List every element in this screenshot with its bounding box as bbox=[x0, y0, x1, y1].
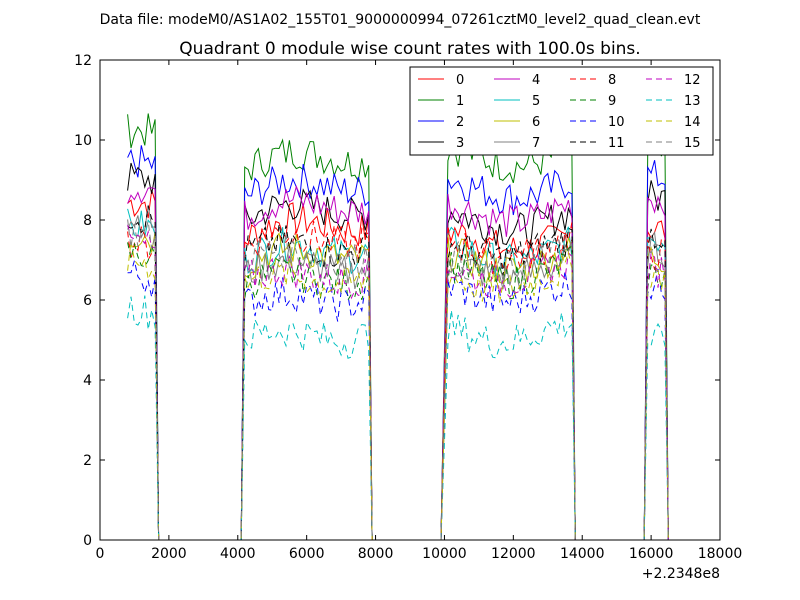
y-tick-label: 12 bbox=[74, 53, 92, 69]
legend-label: 14 bbox=[684, 115, 701, 130]
x-tick-label: 18000 bbox=[698, 546, 743, 562]
x-tick-label: 4000 bbox=[220, 546, 256, 562]
series-line-2 bbox=[127, 145, 669, 540]
figure-suptitle: Data file: modeM0/AS1A02_155T01_90000009… bbox=[100, 12, 701, 28]
legend-label: 12 bbox=[684, 73, 701, 88]
series-line-10 bbox=[127, 260, 669, 540]
x-tick-label: 0 bbox=[96, 546, 105, 562]
legend-label: 0 bbox=[456, 73, 464, 88]
series-line-9 bbox=[127, 242, 669, 540]
x-tick-label: 14000 bbox=[560, 546, 605, 562]
series-line-12 bbox=[127, 224, 669, 540]
series-line-13 bbox=[127, 295, 669, 540]
legend-label: 7 bbox=[532, 136, 540, 151]
legend-label: 9 bbox=[608, 94, 616, 109]
legend-label: 15 bbox=[684, 136, 701, 151]
y-tick-label: 0 bbox=[83, 533, 92, 549]
y-tick-label: 8 bbox=[83, 213, 92, 229]
x-tick-label: 16000 bbox=[629, 546, 674, 562]
x-tick-label: 12000 bbox=[491, 546, 536, 562]
y-tick-label: 10 bbox=[74, 133, 92, 149]
y-tick-label: 6 bbox=[83, 293, 92, 309]
x-offset-label: +2.2348e8 bbox=[642, 566, 720, 582]
series-line-3 bbox=[127, 162, 669, 540]
y-tick-label: 4 bbox=[83, 373, 92, 389]
series-line-0 bbox=[127, 189, 669, 540]
series-line-7 bbox=[127, 204, 669, 540]
x-tick-label: 6000 bbox=[289, 546, 325, 562]
series-line-8 bbox=[127, 221, 669, 540]
legend-label: 3 bbox=[456, 136, 464, 151]
series-line-14 bbox=[127, 241, 669, 540]
legend-box bbox=[409, 66, 714, 156]
legend-label: 10 bbox=[608, 115, 625, 130]
x-axis: 0 2000 4000 6000 8000 10000 12000 14000 16000 180… bbox=[96, 60, 743, 562]
x-tick-label: 2000 bbox=[151, 546, 187, 562]
series-line-4 bbox=[127, 184, 669, 540]
y-tick-label: 2 bbox=[83, 453, 92, 469]
x-tick-label: 8000 bbox=[358, 546, 394, 562]
series-line-11 bbox=[127, 205, 669, 540]
series-line-15 bbox=[127, 219, 669, 540]
legend-label: 13 bbox=[684, 94, 701, 109]
chart-title: Quadrant 0 module wise count rates with … bbox=[179, 39, 640, 59]
series-layer bbox=[127, 113, 669, 540]
x-tick-label: 10000 bbox=[422, 546, 467, 562]
legend-label: 2 bbox=[456, 115, 464, 130]
legend-label: 8 bbox=[608, 73, 616, 88]
legend-label: 1 bbox=[456, 94, 464, 109]
legend-label: 4 bbox=[532, 73, 540, 88]
series-line-5 bbox=[127, 208, 669, 540]
legend-label: 6 bbox=[532, 115, 540, 130]
legend-label: 5 bbox=[532, 94, 540, 109]
legend-label: 11 bbox=[608, 136, 625, 151]
